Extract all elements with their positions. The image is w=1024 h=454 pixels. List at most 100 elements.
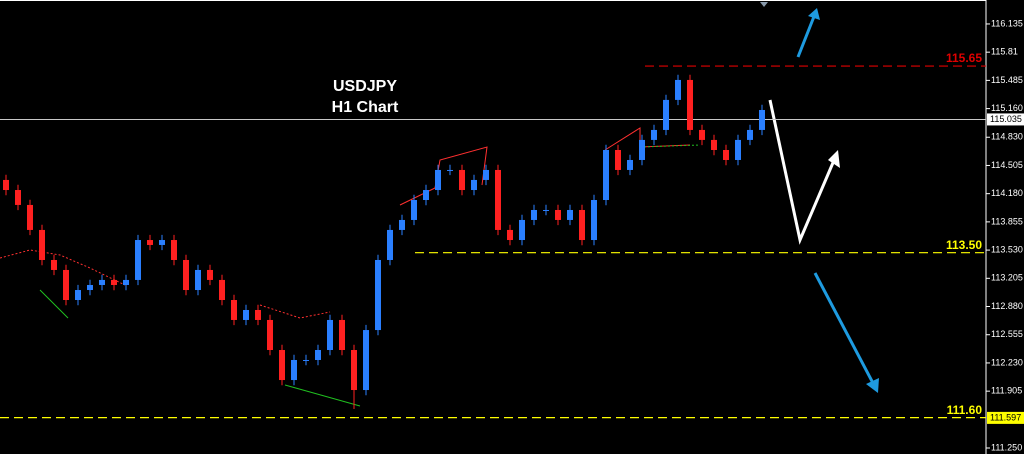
candle-body <box>651 129 657 140</box>
candle-body <box>171 240 177 260</box>
candle-body <box>711 139 717 151</box>
y-tick-label: 113.530 <box>991 244 1023 254</box>
candle-body <box>39 229 45 260</box>
arrow-head <box>828 150 840 168</box>
y-tick-label: 112.555 <box>991 329 1023 339</box>
candle-body <box>279 350 285 381</box>
candle-body <box>363 330 369 391</box>
candle-body <box>51 259 57 270</box>
candle-body <box>675 79 681 100</box>
candle-body <box>147 240 153 245</box>
candle-body <box>315 350 321 360</box>
candle-body <box>87 284 93 291</box>
arrow-head <box>866 378 879 393</box>
candle-body <box>615 150 621 170</box>
candle-body <box>423 190 429 201</box>
candle-body <box>291 359 297 381</box>
candle-body <box>543 209 549 211</box>
shift-marker <box>760 2 768 7</box>
candle-body <box>207 269 213 280</box>
candle-body <box>159 240 165 245</box>
y-tick-label: 115.485 <box>991 75 1023 85</box>
y-tick-label: 111.250 <box>991 442 1022 452</box>
candle-body <box>399 219 405 230</box>
trend-line <box>39 289 69 319</box>
arrow <box>768 99 837 245</box>
candle-body <box>483 169 489 180</box>
candle-body <box>579 209 585 241</box>
price-marker-label: 111.597 <box>990 412 1021 422</box>
y-tick-label: 114.505 <box>991 160 1023 170</box>
candle-body <box>123 279 129 285</box>
candle-body <box>663 99 669 130</box>
y-tick-label: 112.230 <box>991 357 1023 367</box>
y-tick-label: 112.880 <box>991 301 1023 311</box>
candle-body <box>111 279 117 285</box>
candle-body <box>267 319 273 351</box>
trend-line <box>284 384 361 407</box>
candle-body <box>195 269 201 291</box>
arrow <box>813 272 876 386</box>
candle-body <box>519 219 525 241</box>
arrow-head <box>808 8 820 20</box>
current-price-box <box>987 113 1024 126</box>
candle-body <box>687 79 693 130</box>
candle-body <box>27 204 33 230</box>
candle-body <box>495 169 501 230</box>
candle-body <box>303 359 309 361</box>
price-marker-box <box>987 411 1024 424</box>
candle-body <box>327 319 333 351</box>
candle-body <box>639 139 645 160</box>
candle-body <box>231 300 237 320</box>
candle-body <box>243 309 249 320</box>
candle-body <box>135 240 141 280</box>
candle-body <box>183 259 189 291</box>
candle-body <box>411 200 417 220</box>
candle-body <box>339 319 345 351</box>
candle-body <box>15 190 21 205</box>
candle-body <box>375 259 381 331</box>
current-price-label: 115.035 <box>990 114 1022 124</box>
level-label: 115.65 <box>946 51 982 65</box>
candle-body <box>699 129 705 140</box>
level-label: 111.60 <box>947 403 983 417</box>
candle-body <box>603 150 609 201</box>
candle-body <box>507 229 513 241</box>
y-tick-label: 114.830 <box>991 132 1023 142</box>
y-tick-label: 115.81 <box>991 47 1018 57</box>
candle-body <box>435 169 441 191</box>
candle-body <box>747 129 753 140</box>
y-tick-label: 113.855 <box>991 216 1023 226</box>
candle-body <box>219 279 225 301</box>
candle-body <box>447 169 453 171</box>
candle-body <box>555 209 561 220</box>
trend-line <box>0 249 126 286</box>
chart-subtitle: H1 Chart <box>332 99 399 116</box>
candle-body <box>351 350 357 391</box>
candle-body <box>3 179 9 191</box>
candle-body <box>627 159 633 170</box>
candle-body <box>75 290 81 301</box>
chart-title: USDJPY <box>333 78 397 95</box>
candle-body <box>387 229 393 260</box>
y-tick-label: 115.160 <box>991 103 1023 113</box>
candle-body <box>735 139 741 160</box>
candle-body <box>471 179 477 191</box>
candle-body <box>63 269 69 301</box>
level-label: 113.50 <box>946 238 982 252</box>
candle-body <box>99 279 105 285</box>
candle-body <box>567 209 573 220</box>
candle-body <box>255 309 261 320</box>
candle-body <box>591 200 597 241</box>
candle-body <box>459 169 465 191</box>
arrow <box>796 13 817 58</box>
y-tick-label: 116.135 <box>991 18 1023 28</box>
candle-body <box>531 209 537 220</box>
y-tick-label: 111.905 <box>991 386 1022 396</box>
drawings <box>0 8 879 407</box>
y-tick-label: 114.180 <box>991 188 1023 198</box>
candle-body <box>759 109 765 130</box>
